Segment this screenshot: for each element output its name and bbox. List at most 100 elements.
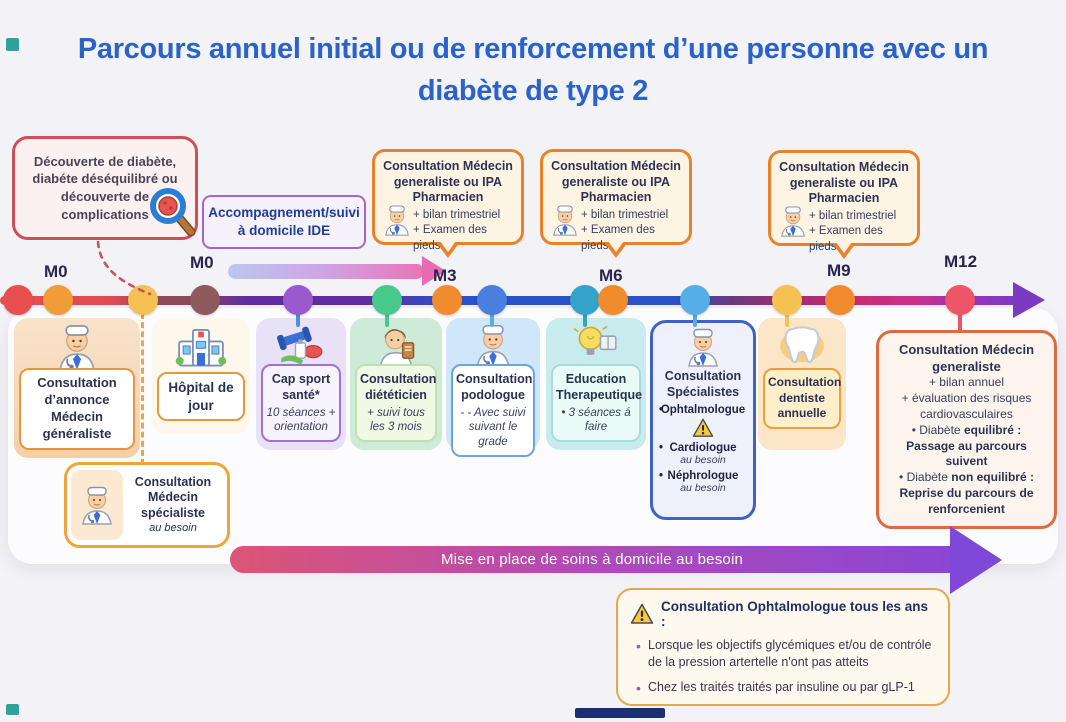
milestone-label-m12: M12 bbox=[944, 252, 978, 271]
quarterly-gp-line1: + bilan trimestriel bbox=[413, 208, 501, 221]
connector-stem bbox=[583, 313, 587, 327]
page-title-text: Parcours annuel initial ou de renforceme… bbox=[77, 33, 989, 108]
timeline-dot bbox=[3, 285, 33, 315]
home-care-arrow: Mise en place de soins à domicile au bes… bbox=[230, 546, 954, 573]
ophtalmo-alert-box: Consultation Ophtalmologue tous les ans … bbox=[616, 588, 950, 706]
timeline-dot-m0-a bbox=[43, 285, 73, 315]
card-podologue: Consultation podologue - - Avec suivi su… bbox=[446, 318, 540, 458]
home-care-arrow-label: Mise en place de soins à domicile au bes… bbox=[440, 551, 744, 568]
m12-title: Consultation Médecin generaliste bbox=[898, 342, 1035, 375]
discovery-callout-text: Découverte de diabète, diabéte déséquili… bbox=[32, 153, 178, 222]
card-subtitle: 10 séances + orientation bbox=[266, 406, 336, 434]
quarterly-gp-callout-title: Consultation Médecin generaliste ou IPA … bbox=[551, 159, 681, 205]
doctor-icon bbox=[51, 323, 103, 371]
ophtalmo-alert-title: Consultation Ophtalmologue tous les ans … bbox=[660, 599, 928, 629]
card-title: Education Therapeutique bbox=[556, 372, 643, 403]
milestone-label-m6: M6 bbox=[599, 266, 623, 285]
milestone-label-m3: M3 bbox=[433, 266, 457, 285]
card-dentiste: Consultation dentiste annuelle bbox=[758, 318, 846, 450]
ide-home-followup-text: Accompagnement/suivi à domicile IDE bbox=[208, 205, 360, 238]
podiatrist-icon bbox=[469, 323, 517, 367]
sport-icon bbox=[276, 323, 326, 367]
home-care-arrowhead bbox=[950, 526, 1002, 594]
card-hopital-de-jour: Hôpital de jour bbox=[152, 318, 250, 434]
milestone-label-m9: M9 bbox=[827, 261, 851, 280]
card-title: Cap sport santé* bbox=[271, 372, 331, 403]
page-title: Parcours annuel initial ou de renforceme… bbox=[0, 28, 1066, 112]
lightbulb-icon bbox=[571, 323, 621, 367]
specialist-item-note: au besoin bbox=[680, 482, 726, 495]
warning-icon bbox=[630, 603, 654, 625]
m12-bullet1-result: Passage au parcours suivent bbox=[906, 438, 1027, 469]
m12-bullet2-bold: non equilibré : bbox=[951, 470, 1034, 485]
m12-bullet2-pre: • Diabète bbox=[899, 470, 952, 485]
dietitian-icon bbox=[372, 323, 420, 367]
card-subtitle: - - Avec suivi suivant le grade bbox=[460, 406, 526, 449]
card-title: Consultation diététicien bbox=[360, 372, 437, 403]
m0-progress-arrow bbox=[228, 256, 446, 286]
card-title: Consultation dentiste annuelle bbox=[763, 368, 841, 429]
specialist-on-demand-box: Consultation Médecin spécialiste au beso… bbox=[64, 462, 230, 548]
quarterly-gp-callout-m9: Consultation Médecin generaliste ou IPA … bbox=[768, 150, 920, 259]
timeline-dot-m6 bbox=[598, 285, 628, 315]
connector-stem bbox=[296, 313, 300, 327]
corner-mark bbox=[6, 704, 19, 715]
card-title: Consultation Spécialistes bbox=[664, 369, 742, 399]
timeline-dot bbox=[680, 285, 710, 315]
m12-outcome-box: Consultation Médecin generaliste + bilan… bbox=[876, 330, 1057, 529]
card-title: Hôpital de jour bbox=[157, 372, 245, 422]
timeline-dot bbox=[772, 285, 802, 315]
timeline-dot bbox=[283, 285, 313, 315]
doctor-icon bbox=[549, 204, 581, 236]
quarterly-gp-callout-m3: Consultation Médecin generaliste ou IPA … bbox=[372, 149, 524, 258]
card-specialistes: Consultation Spécialistes Ophtalmologue … bbox=[650, 320, 756, 520]
specialist-on-demand-note: au besoin bbox=[149, 521, 197, 534]
specialist-item-nephrologue: Néphrologue bbox=[653, 470, 753, 482]
m12-bullet1-pre: • Diabète bbox=[911, 422, 964, 437]
quarterly-gp-line1: + bilan trimestriel bbox=[581, 208, 669, 221]
specialist-item-note: au besoin bbox=[680, 454, 726, 467]
card-education-therapeutique: Education Therapeutique • 3 séances á fa… bbox=[546, 318, 646, 450]
doctor-icon bbox=[381, 204, 413, 236]
quarterly-gp-line2: + Examen des pieds bbox=[413, 224, 487, 252]
corner-mark bbox=[6, 38, 19, 51]
connector-stem bbox=[490, 313, 494, 327]
specialist-on-demand-title: Consultation Médecin spécialiste bbox=[134, 474, 212, 520]
m12-bullet1-bold: equilibré : bbox=[963, 422, 1022, 437]
card-subtitle: • 3 séances á faire bbox=[561, 406, 631, 434]
timeline-dot-m12 bbox=[945, 285, 975, 315]
doctor-icon bbox=[77, 485, 117, 525]
timeline-dot-m0-b bbox=[190, 285, 220, 315]
card-dieteticien: Consultation diététicien + suivi tous le… bbox=[350, 318, 442, 450]
connector-stem bbox=[693, 313, 697, 327]
timeline-dot bbox=[477, 285, 507, 315]
ide-home-followup-box: Accompagnement/suivi à domicile IDE bbox=[202, 195, 366, 249]
doctor-icon bbox=[681, 327, 725, 367]
m12-bullet2-result: Reprise du parcours de renforcenient bbox=[899, 486, 1034, 516]
corner-mark bbox=[575, 708, 665, 718]
quarterly-gp-line2: + Examen des pieds bbox=[581, 224, 655, 252]
milestone-label-m0-a: M0 bbox=[44, 262, 68, 281]
connector-stem bbox=[385, 313, 389, 327]
magnifier-icon bbox=[146, 186, 198, 238]
ophtalmo-alert-bullet: Lorsque les objectifs glycémiques et/ou … bbox=[630, 637, 936, 671]
warning-icon bbox=[692, 418, 714, 438]
tooth-icon bbox=[778, 323, 826, 369]
timeline-dot bbox=[372, 285, 402, 315]
milestone-label-m0-b: M0 bbox=[190, 253, 214, 272]
specialist-item-cardiologue: Cardiologue bbox=[653, 442, 753, 454]
doctor-icon bbox=[777, 205, 809, 237]
specialist-item-ophtalmologue: Ophtalmologue bbox=[653, 404, 753, 416]
card-title: Consultation d’annonce Médecin généralis… bbox=[19, 368, 135, 450]
card-cap-sport-sante: Cap sport santé* 10 séances + orientatio… bbox=[256, 318, 346, 450]
quarterly-gp-callout-title: Consultation Médecin generaliste ou IPA … bbox=[383, 159, 513, 205]
card-subtitle: + suivi tous les 3 mois bbox=[367, 406, 425, 434]
doctor-icon bbox=[71, 470, 123, 540]
hospital-icon bbox=[175, 323, 227, 369]
m12-bullet1: • Diabète equilibré : bbox=[885, 423, 1048, 439]
quarterly-gp-line2: + Examen des pieds bbox=[809, 225, 883, 253]
quarterly-gp-callout-m6: Consultation Médecin generaliste ou IPA … bbox=[540, 149, 692, 258]
m12-line2: + évaluation des risques cardiovasculair… bbox=[901, 391, 1032, 421]
timeline-dot-m9 bbox=[825, 285, 855, 315]
timeline-dot-m3 bbox=[432, 285, 462, 315]
